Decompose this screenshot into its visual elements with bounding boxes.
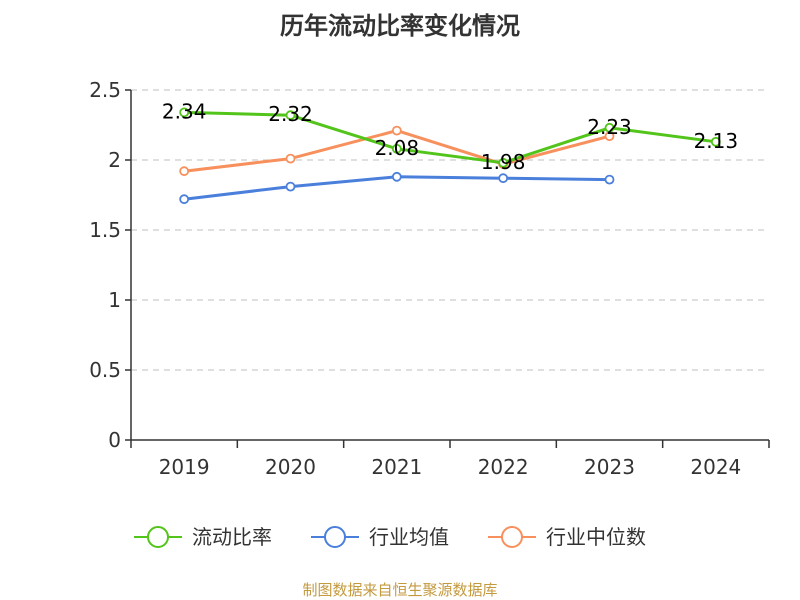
data-point	[179, 107, 190, 118]
x-tick-label: 2020	[265, 455, 316, 479]
data-point	[604, 122, 615, 133]
chart-title: 历年流动比率变化情况	[280, 12, 520, 40]
data-point	[391, 171, 402, 182]
grid-lines	[131, 89, 769, 371]
data-point	[710, 136, 721, 147]
legend-label: 行业中位数	[546, 525, 646, 549]
x-tick-label: 2019	[159, 455, 210, 479]
data-point	[285, 153, 296, 164]
data-point	[179, 194, 190, 205]
data-point	[498, 173, 509, 184]
legend-marker	[147, 526, 169, 548]
source-note: 制图数据来自恒生聚源数据库	[302, 581, 498, 599]
data-label: 2.08	[375, 136, 420, 160]
data-label: 2.32	[268, 102, 313, 126]
data-label: 2.13	[694, 129, 739, 153]
data-label: 2.34	[162, 99, 207, 123]
data-point	[391, 143, 402, 154]
series-lines	[179, 107, 721, 205]
axes: 0 0.5 1 1.5 2 2.5 2019 2020 2021 2022 2023 2024	[89, 78, 770, 479]
y-tick-label: 0.5	[89, 358, 121, 382]
y-tick-label: 2	[108, 148, 121, 172]
x-tick-label: 2022	[478, 455, 529, 479]
legend-marker	[501, 526, 523, 548]
legend-marker	[324, 526, 346, 548]
legend-label: 行业均值	[369, 525, 449, 549]
data-point	[391, 125, 402, 136]
data-point	[179, 166, 190, 177]
y-tick-label: 2.5	[89, 78, 121, 102]
y-tick-label: 0	[108, 428, 121, 452]
data-label: 2.23	[587, 115, 632, 139]
x-tick-label: 2024	[690, 455, 741, 479]
data-point	[604, 174, 615, 185]
legend-label: 流动比率	[192, 525, 272, 549]
y-tick-label: 1.5	[89, 218, 121, 242]
legend: 流动比率 行业均值 行业中位数	[134, 525, 646, 549]
data-labels: 2.34 2.32 2.08 1.98 2.23 2.13	[162, 99, 738, 173]
y-tick-label: 1	[108, 288, 121, 312]
series-line-0	[184, 110, 717, 165]
data-label: 1.98	[481, 150, 526, 174]
x-tick-label: 2021	[371, 455, 422, 479]
data-point	[285, 110, 296, 121]
x-tick-label: 2023	[584, 455, 635, 479]
data-point	[498, 157, 509, 168]
data-point	[285, 181, 296, 192]
